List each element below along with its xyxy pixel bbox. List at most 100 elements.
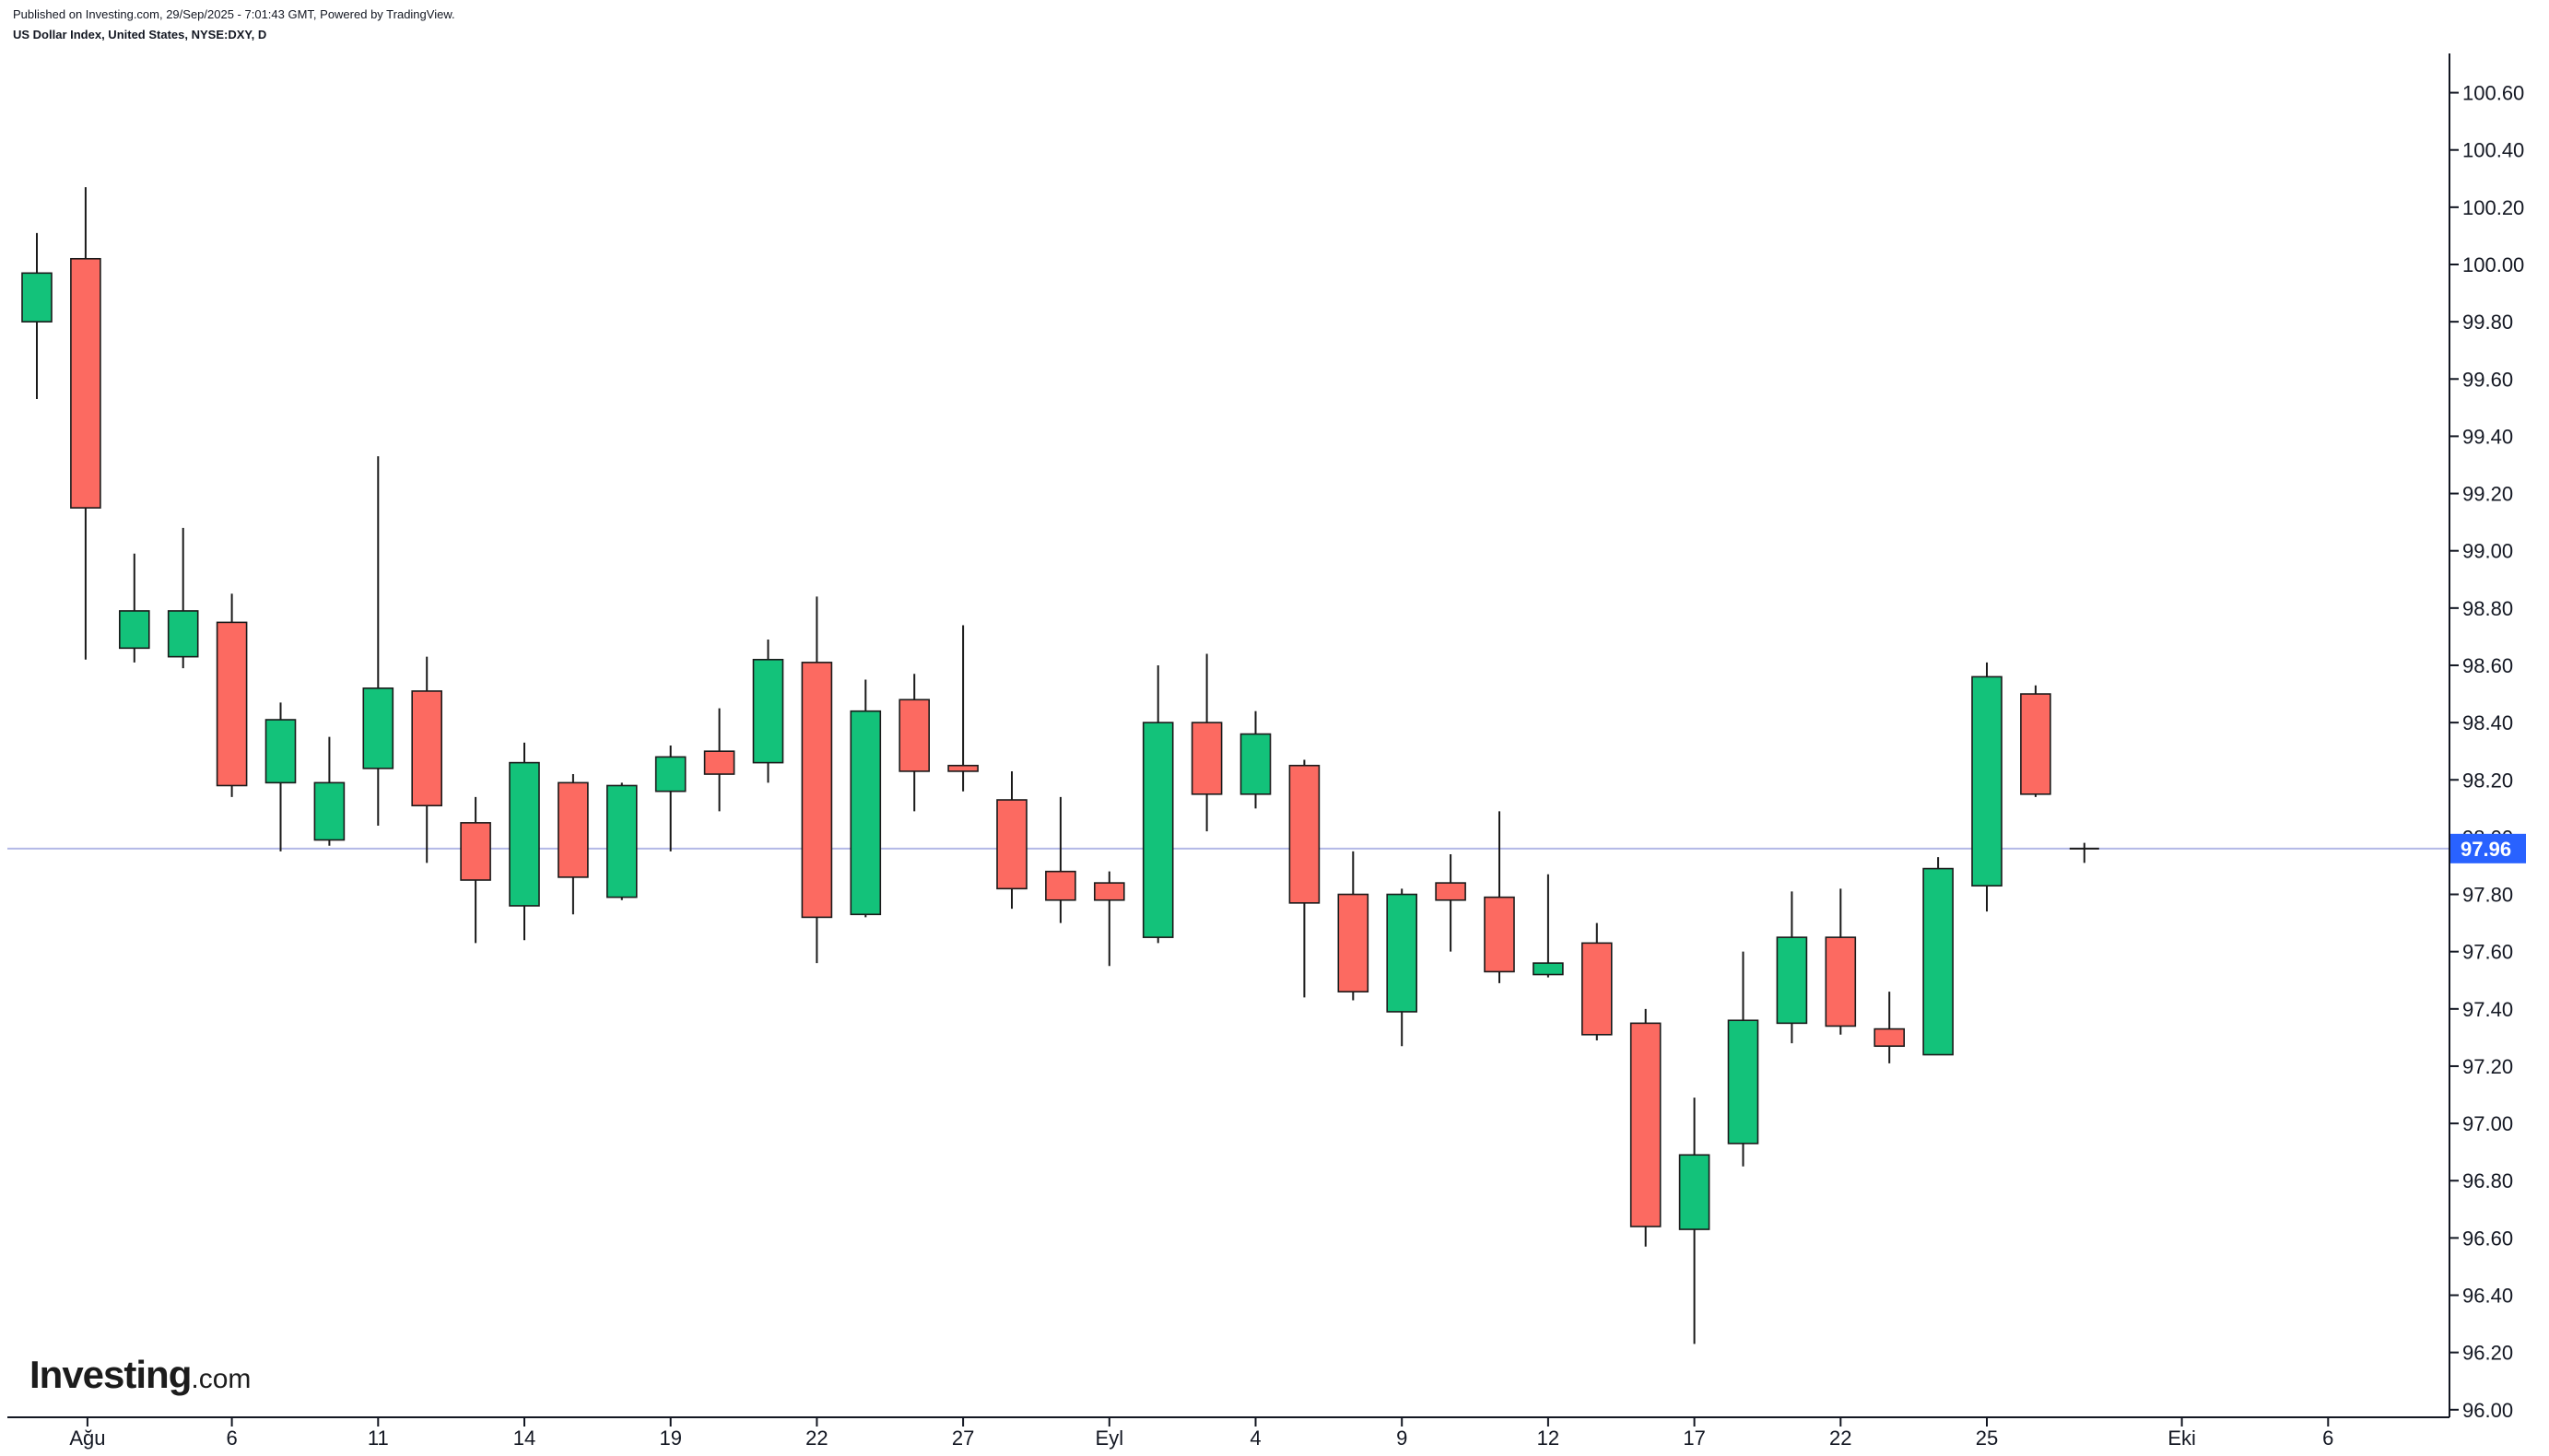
candle[interactable] <box>1825 888 1857 1035</box>
candle[interactable] <box>1045 796 1076 923</box>
candle[interactable] <box>216 593 248 797</box>
y-tick-label: 99.00 <box>2462 540 2513 563</box>
y-tick-label: 98.60 <box>2462 654 2513 677</box>
candle[interactable] <box>2069 842 2099 863</box>
candle[interactable] <box>996 770 1028 910</box>
candle[interactable] <box>1727 951 1759 1167</box>
candle-body <box>947 764 979 772</box>
candle-body <box>1191 722 1223 795</box>
y-tick-label: 100.40 <box>2462 139 2524 162</box>
candle-body <box>996 799 1028 890</box>
y-tick-label: 96.60 <box>2462 1227 2513 1250</box>
candle-body <box>1825 936 1857 1027</box>
candle-body <box>850 710 882 916</box>
candle[interactable] <box>1776 891 1808 1044</box>
y-tick-label: 97.60 <box>2462 941 2513 964</box>
x-tick-label: Ağu <box>69 1427 105 1450</box>
candle-body <box>1776 936 1808 1025</box>
y-tick-label: 98.80 <box>2462 597 2513 620</box>
candle[interactable] <box>1239 710 1272 809</box>
candle-body <box>1142 722 1174 938</box>
candle-body <box>362 687 394 769</box>
x-tick-label: 14 <box>513 1427 535 1450</box>
candle-body <box>313 781 346 841</box>
candle-body <box>70 257 101 509</box>
candle[interactable] <box>1971 662 2003 912</box>
investing-logo: Investing.com <box>29 1353 251 1397</box>
x-tick-label: Eyl <box>1096 1427 1124 1450</box>
x-tick-label: Eki <box>2167 1427 2196 1450</box>
y-tick-label: 97.80 <box>2462 884 2513 907</box>
candle[interactable] <box>362 456 394 826</box>
candle[interactable] <box>264 702 297 851</box>
candle[interactable] <box>654 745 687 851</box>
candle[interactable] <box>509 742 540 941</box>
candle-body <box>1045 870 1076 901</box>
candle-body <box>264 719 297 784</box>
candle[interactable] <box>411 656 443 863</box>
candle[interactable] <box>1874 992 1905 1063</box>
candle[interactable] <box>70 187 101 660</box>
candle-body <box>167 610 199 658</box>
candle-body <box>1288 764 1321 904</box>
candle[interactable] <box>1629 1008 1662 1247</box>
candle-body <box>1337 893 1369 992</box>
current-price-label: 97.96 <box>2450 833 2526 863</box>
candle[interactable] <box>1581 922 1613 1040</box>
candle[interactable] <box>703 708 735 812</box>
candle[interactable] <box>1922 857 1954 1056</box>
candle[interactable] <box>2020 685 2051 797</box>
candle-body <box>1435 882 1466 901</box>
candle[interactable] <box>899 674 931 812</box>
candle[interactable] <box>1533 874 1564 978</box>
candle[interactable] <box>21 232 53 400</box>
logo-brand: Investing <box>29 1353 192 1396</box>
candle-body <box>1581 942 1613 1036</box>
candle-body <box>752 658 784 764</box>
candle[interactable] <box>1288 759 1321 998</box>
candle[interactable] <box>558 774 589 915</box>
candles-layer <box>21 187 2099 1344</box>
x-tick-label: 6 <box>226 1427 237 1450</box>
candle-body <box>460 822 491 881</box>
candle[interactable] <box>1094 871 1125 967</box>
y-tick-label: 98.40 <box>2462 711 2513 734</box>
candle-body <box>1874 1027 1905 1048</box>
candle-body <box>1727 1019 1759 1145</box>
candle[interactable] <box>1678 1098 1710 1344</box>
candle-body <box>119 610 150 650</box>
current-price-value: 97.96 <box>2461 838 2511 861</box>
x-tick-label: 25 <box>1976 1427 1998 1450</box>
candle[interactable] <box>313 736 346 846</box>
candle[interactable] <box>1484 811 1515 983</box>
candle[interactable] <box>167 527 199 669</box>
candle[interactable] <box>1142 664 1174 944</box>
candle[interactable] <box>947 625 979 792</box>
y-tick-label: 100.20 <box>2462 196 2524 219</box>
logo-domain: .com <box>191 1364 252 1394</box>
candle-body <box>1533 962 1564 976</box>
x-tick-label: 11 <box>368 1427 389 1450</box>
y-tick-label: 97.20 <box>2462 1055 2513 1078</box>
y-tick-label: 99.80 <box>2462 311 2513 334</box>
candle[interactable] <box>605 782 638 900</box>
candle-body <box>2020 693 2051 795</box>
symbol-title: US Dollar Index, United States, NYSE:DXY… <box>13 28 267 41</box>
candle[interactable] <box>752 640 784 783</box>
candle[interactable] <box>1386 888 1417 1047</box>
candle[interactable] <box>460 796 491 944</box>
candle-body <box>1386 893 1417 1013</box>
candle[interactable] <box>1337 851 1369 1001</box>
candle[interactable] <box>801 596 833 964</box>
published-note: Published on Investing.com, 29/Sep/2025 … <box>13 7 455 21</box>
candle[interactable] <box>1191 653 1223 832</box>
y-tick-label: 100.60 <box>2462 82 2524 105</box>
candle-body <box>605 784 638 898</box>
candle-body <box>1971 675 2003 887</box>
candle[interactable] <box>1435 854 1466 952</box>
candle-body <box>558 781 589 878</box>
candle[interactable] <box>119 553 150 663</box>
candle[interactable] <box>850 679 882 918</box>
candle-body <box>1678 1154 1710 1230</box>
